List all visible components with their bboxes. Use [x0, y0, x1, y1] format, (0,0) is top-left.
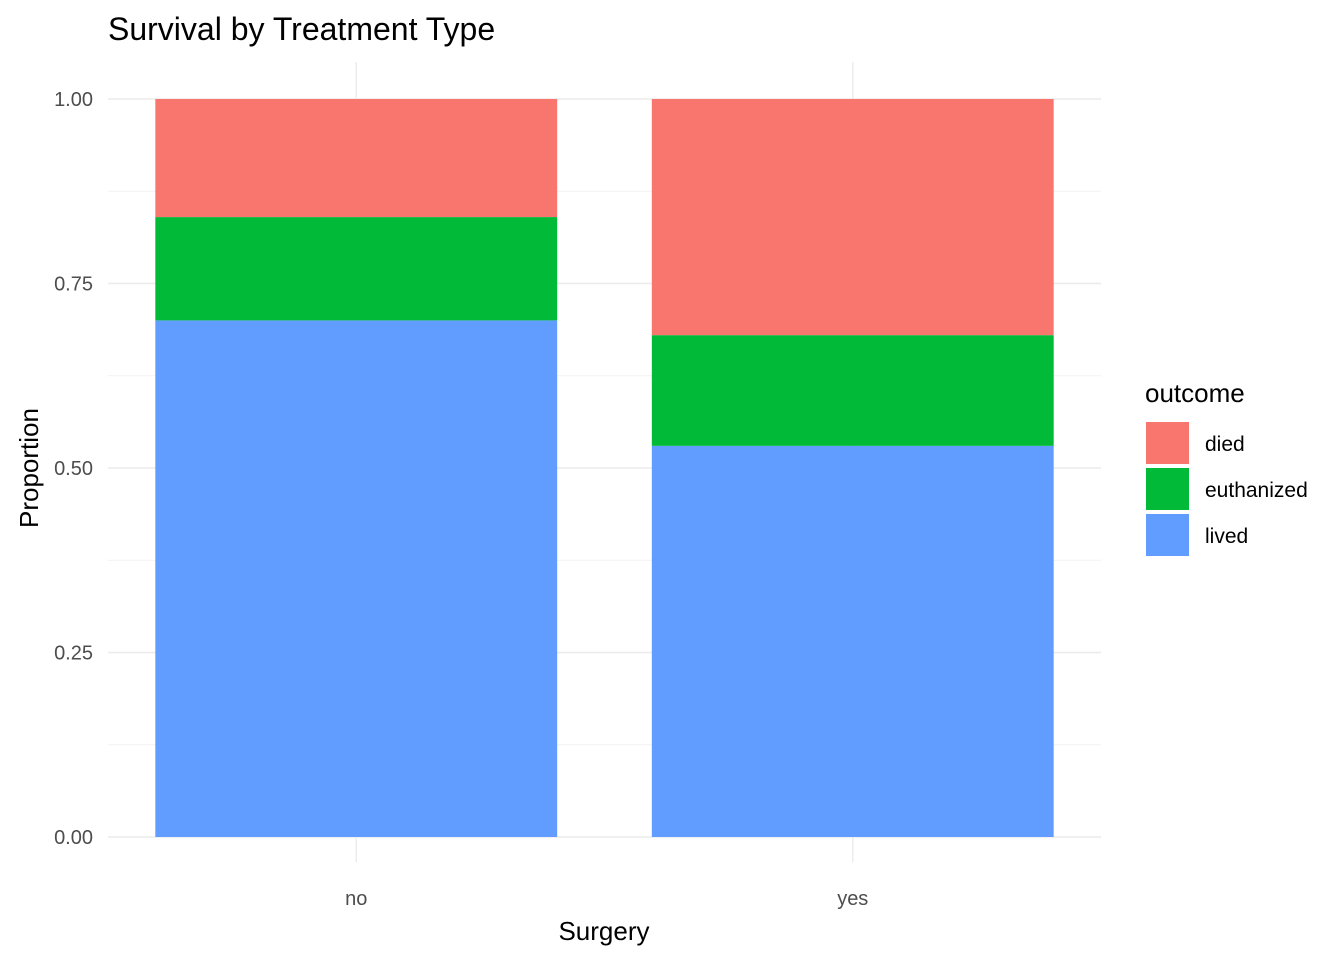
y-tick-label: 0.00 — [54, 827, 93, 849]
chart-title: Survival by Treatment Type — [108, 11, 495, 47]
bar-lived-yes — [651, 445, 1054, 837]
x-tick-label: yes — [837, 888, 868, 910]
bar-euthanized-yes — [651, 335, 1054, 446]
y-tick-label: 0.25 — [54, 643, 93, 665]
x-axis-ticks: no yes — [345, 888, 868, 910]
bars — [155, 99, 1054, 837]
bar-died-no — [155, 99, 558, 218]
y-tick-label: 1.00 — [54, 89, 93, 111]
bar-euthanized-no — [155, 217, 558, 321]
legend-title: outcome — [1145, 378, 1245, 408]
y-axis-ticks: 0.00 0.25 0.50 0.75 1.00 — [54, 89, 93, 849]
bar-lived-no — [155, 320, 558, 837]
y-axis-title: Proportion — [14, 408, 44, 528]
legend-label-lived: lived — [1205, 525, 1248, 548]
x-axis-title: Surgery — [558, 916, 649, 946]
legend-key-lived — [1146, 514, 1189, 556]
legend: outcome died euthanized lived — [1145, 378, 1308, 556]
x-tick-label: no — [345, 888, 367, 910]
y-tick-label: 0.50 — [54, 458, 93, 480]
legend-label-euthanized: euthanized — [1205, 479, 1308, 502]
legend-key-died — [1146, 422, 1189, 464]
bar-died-yes — [651, 99, 1054, 336]
y-tick-label: 0.75 — [54, 274, 93, 296]
legend-label-died: died — [1205, 433, 1245, 456]
legend-key-euthanized — [1146, 468, 1189, 510]
